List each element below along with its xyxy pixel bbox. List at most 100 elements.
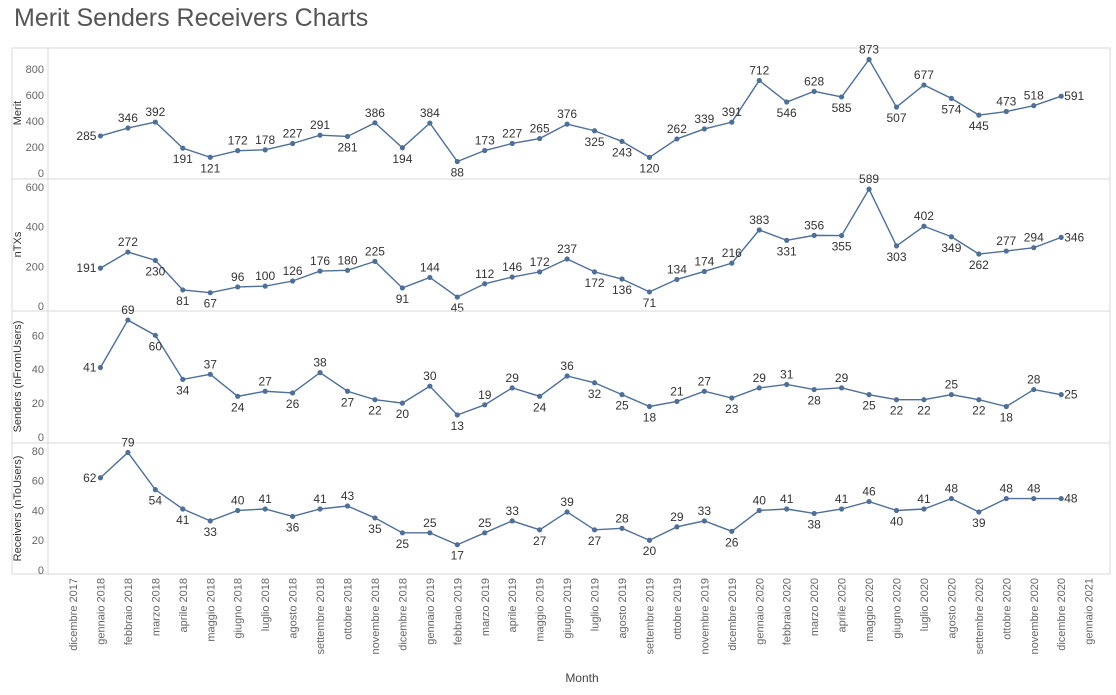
data-label: 19 xyxy=(478,388,492,402)
data-point xyxy=(866,498,872,505)
data-label: 25 xyxy=(1064,388,1078,402)
data-label: 339 xyxy=(694,112,714,126)
data-point xyxy=(317,370,323,376)
data-label: 180 xyxy=(337,253,357,267)
data-label: 346 xyxy=(118,111,138,125)
data-label: 243 xyxy=(612,145,632,159)
data-point xyxy=(482,530,488,536)
data-point xyxy=(921,223,927,229)
x-tick-label: maggio 2019 xyxy=(535,578,547,642)
series-line xyxy=(99,319,1062,416)
data-point xyxy=(674,276,680,283)
data-label: 88 xyxy=(451,166,465,180)
data-point xyxy=(976,509,982,515)
data-label: 27 xyxy=(588,534,602,548)
data-label: 24 xyxy=(231,400,245,414)
data-point xyxy=(97,265,104,271)
x-tick-label: novembre 2018 xyxy=(370,578,382,654)
x-tick-label: dicembre 2019 xyxy=(727,578,739,651)
x-tick-label: agosto 2018 xyxy=(288,578,300,639)
data-label: 194 xyxy=(392,152,412,166)
data-point xyxy=(921,506,927,512)
x-tick-label: novembre 2019 xyxy=(699,578,711,654)
data-point xyxy=(619,276,625,282)
data-label: 285 xyxy=(76,129,96,143)
data-point xyxy=(482,402,488,408)
data-point xyxy=(839,232,845,239)
data-point xyxy=(152,487,158,493)
data-label: 33 xyxy=(204,525,218,539)
data-point xyxy=(1058,495,1064,502)
data-point xyxy=(317,132,323,138)
data-point xyxy=(344,503,351,509)
data-label: 574 xyxy=(941,102,961,116)
data-point xyxy=(1003,495,1009,502)
series-line xyxy=(100,187,1062,298)
x-tick-label: marzo 2018 xyxy=(150,578,162,636)
data-point xyxy=(1058,93,1064,99)
x-tick-label: luglio 2019 xyxy=(590,578,602,631)
data-label: 356 xyxy=(804,218,824,232)
x-tick-label: giugno 2019 xyxy=(562,578,574,639)
data-label: 25 xyxy=(396,537,410,551)
data-label: 174 xyxy=(694,254,714,268)
y-tick-label: 40 xyxy=(32,505,44,517)
x-axis-label: Month xyxy=(565,671,598,685)
data-label: 176 xyxy=(310,254,330,268)
data-point xyxy=(235,148,241,154)
data-label: 445 xyxy=(969,119,989,133)
data-label: 40 xyxy=(890,514,904,528)
x-tick-label: maggio 2020 xyxy=(864,578,876,642)
data-point xyxy=(1031,386,1037,393)
data-label: 191 xyxy=(173,152,193,166)
data-label: 28 xyxy=(1027,373,1041,387)
y-tick-label: 200 xyxy=(26,261,44,273)
data-label: 172 xyxy=(228,134,248,148)
y-tick-label: 40 xyxy=(32,364,44,376)
x-tick-label: febbraio 2018 xyxy=(123,578,135,645)
data-label: 28 xyxy=(615,511,629,525)
data-point xyxy=(839,506,845,512)
data-label: 43 xyxy=(341,489,355,503)
data-label: 384 xyxy=(420,106,440,120)
data-point xyxy=(893,507,900,514)
data-label: 100 xyxy=(255,269,275,283)
data-point xyxy=(427,530,433,536)
data-label: 294 xyxy=(1024,231,1044,245)
data-label: 33 xyxy=(698,504,712,518)
x-tick-label: gennaio 2020 xyxy=(754,578,766,645)
y-axis-label: nTXs xyxy=(12,231,24,257)
y-axis-label: Merit xyxy=(12,101,24,125)
data-label: 46 xyxy=(862,485,876,499)
data-point xyxy=(866,392,872,398)
data-label: 134 xyxy=(667,262,687,276)
data-point xyxy=(97,364,104,371)
data-point xyxy=(344,133,351,140)
data-point xyxy=(839,385,845,391)
data-label: 136 xyxy=(612,283,632,297)
data-point xyxy=(564,373,570,379)
data-point xyxy=(591,380,598,386)
data-label: 27 xyxy=(533,534,547,548)
data-point xyxy=(537,527,543,533)
data-point xyxy=(207,518,213,524)
data-label: 39 xyxy=(560,495,574,509)
data-point xyxy=(152,119,158,125)
data-label: 262 xyxy=(667,122,687,136)
x-tick-label: febbraio 2019 xyxy=(452,578,464,645)
data-label: 41 xyxy=(917,492,931,506)
data-label: 24 xyxy=(533,400,547,414)
data-label: 391 xyxy=(722,105,742,119)
x-tick-label: luglio 2018 xyxy=(260,578,272,631)
data-point xyxy=(701,388,707,394)
data-label: 40 xyxy=(753,493,767,507)
data-label: 26 xyxy=(286,397,300,411)
data-point xyxy=(290,513,296,520)
data-point xyxy=(97,133,104,139)
data-label: 18 xyxy=(643,411,657,425)
x-tick-label: giugno 2018 xyxy=(233,578,245,639)
data-point xyxy=(976,112,982,118)
data-point xyxy=(509,140,515,147)
data-label: 507 xyxy=(886,111,906,125)
data-label: 48 xyxy=(1000,482,1014,496)
